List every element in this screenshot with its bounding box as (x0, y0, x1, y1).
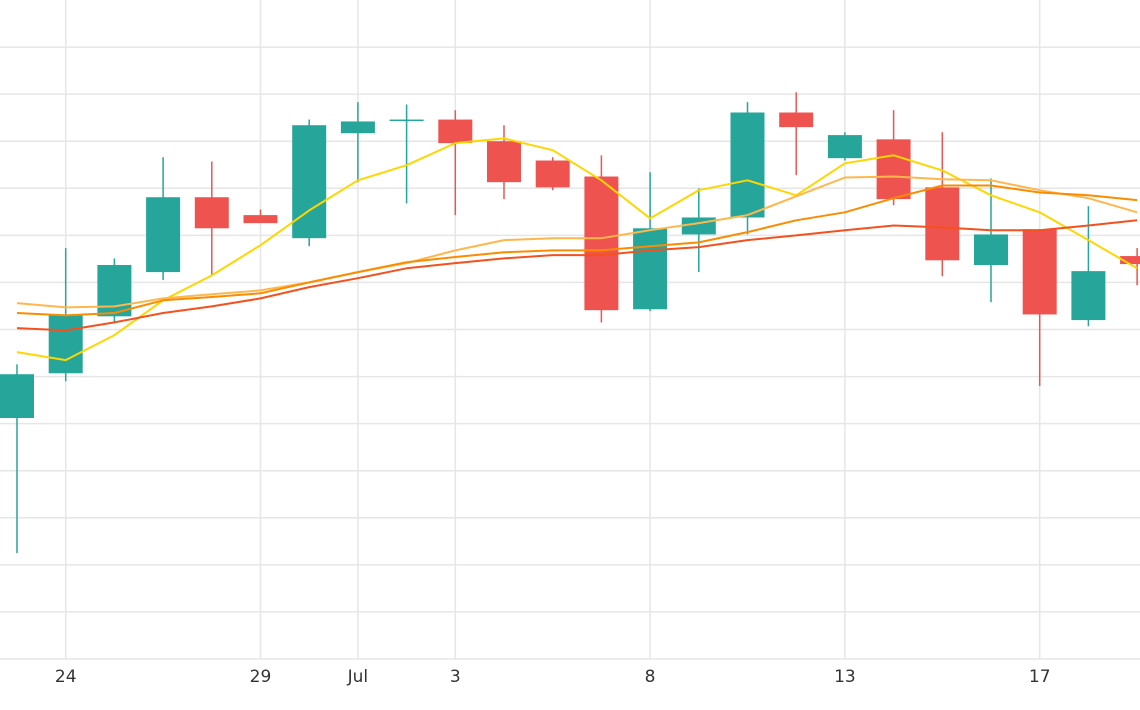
candle-body (1071, 271, 1106, 321)
candle-body (194, 197, 229, 229)
candle-body (1120, 256, 1140, 265)
candle-body (535, 160, 570, 188)
candle-body (827, 135, 862, 159)
candle-body (779, 112, 814, 128)
candle-body (1022, 229, 1057, 315)
candle-body (974, 234, 1008, 266)
candle-body (146, 197, 181, 273)
candle-body (730, 112, 765, 218)
candle-body (584, 176, 619, 311)
x-tick-label: 17 (1029, 667, 1051, 687)
candle-body (97, 265, 132, 317)
candle-body (876, 139, 911, 200)
x-tick-label: 24 (55, 667, 77, 687)
x-tick-label: 8 (645, 667, 656, 687)
candle-body (243, 215, 278, 224)
candle-body (633, 228, 668, 310)
candle-body (925, 187, 960, 261)
candle-body (340, 121, 375, 134)
candle-body (292, 125, 327, 239)
x-tick-label: 3 (450, 667, 461, 687)
moving-average-line (16, 137, 1138, 362)
x-tick-label: 13 (834, 667, 856, 687)
candle-body (438, 119, 473, 144)
candle-body (487, 141, 521, 183)
candle-body (681, 217, 716, 235)
moving-average-line (16, 184, 1138, 317)
candle-body (389, 119, 424, 122)
moving-average-line (16, 175, 1138, 309)
moving-average-line (16, 219, 1138, 332)
candle-body (0, 374, 34, 418)
x-tick-label: 29 (250, 667, 272, 687)
x-tick-label: Jul (347, 667, 369, 687)
candle-body (48, 314, 83, 374)
